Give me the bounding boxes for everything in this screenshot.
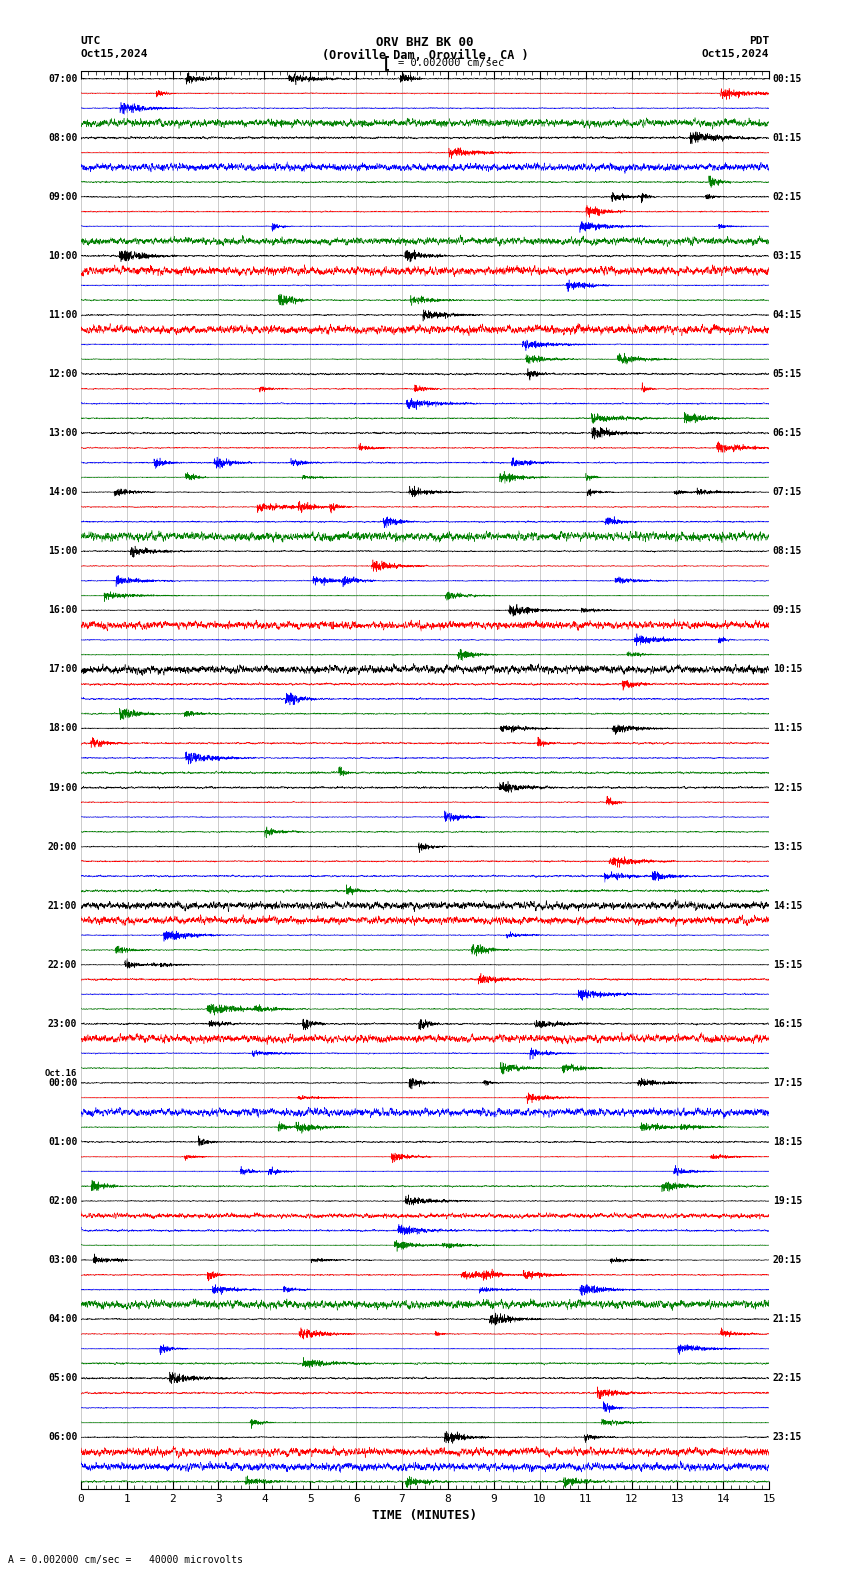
Text: 22:00: 22:00	[48, 960, 77, 969]
Text: 18:15: 18:15	[773, 1137, 802, 1147]
Text: 04:00: 04:00	[48, 1315, 77, 1324]
Text: 06:15: 06:15	[773, 428, 802, 439]
Text: PDT: PDT	[749, 35, 769, 46]
Text: ORV BHZ BK 00: ORV BHZ BK 00	[377, 35, 473, 49]
Text: Oct15,2024: Oct15,2024	[702, 49, 769, 59]
Text: (Oroville Dam, Oroville, CA ): (Oroville Dam, Oroville, CA )	[321, 49, 529, 62]
Text: 20:15: 20:15	[773, 1255, 802, 1266]
Text: 01:15: 01:15	[773, 133, 802, 143]
Text: A = 0.002000 cm/sec =   40000 microvolts: A = 0.002000 cm/sec = 40000 microvolts	[8, 1555, 243, 1565]
Text: 08:15: 08:15	[773, 546, 802, 556]
Text: Oct15,2024: Oct15,2024	[81, 49, 148, 59]
Text: 00:15: 00:15	[773, 74, 802, 84]
Text: 10:15: 10:15	[773, 664, 802, 675]
Text: 22:15: 22:15	[773, 1373, 802, 1383]
Text: 03:15: 03:15	[773, 250, 802, 261]
Text: 07:00: 07:00	[48, 74, 77, 84]
Text: 18:00: 18:00	[48, 724, 77, 733]
Text: 03:00: 03:00	[48, 1255, 77, 1266]
Text: 15:00: 15:00	[48, 546, 77, 556]
Text: 16:00: 16:00	[48, 605, 77, 615]
Text: 21:00: 21:00	[48, 901, 77, 911]
Text: 05:00: 05:00	[48, 1373, 77, 1383]
Text: Oct.16: Oct.16	[45, 1069, 77, 1079]
Text: 07:15: 07:15	[773, 488, 802, 497]
Text: 11:15: 11:15	[773, 724, 802, 733]
Text: 20:00: 20:00	[48, 841, 77, 852]
Text: 21:15: 21:15	[773, 1315, 802, 1324]
Text: 19:00: 19:00	[48, 782, 77, 792]
Text: 11:00: 11:00	[48, 310, 77, 320]
Text: 13:00: 13:00	[48, 428, 77, 439]
Text: 09:15: 09:15	[773, 605, 802, 615]
Text: 23:00: 23:00	[48, 1019, 77, 1028]
Text: 02:15: 02:15	[773, 192, 802, 201]
Text: 04:15: 04:15	[773, 310, 802, 320]
Text: [: [	[382, 55, 391, 70]
Text: 19:15: 19:15	[773, 1196, 802, 1205]
Text: 14:15: 14:15	[773, 901, 802, 911]
Text: = 0.002000 cm/sec: = 0.002000 cm/sec	[398, 57, 504, 68]
Text: 01:00: 01:00	[48, 1137, 77, 1147]
Text: 12:15: 12:15	[773, 782, 802, 792]
Text: 17:00: 17:00	[48, 664, 77, 675]
Text: 06:00: 06:00	[48, 1432, 77, 1443]
Text: 12:00: 12:00	[48, 369, 77, 379]
Text: 05:15: 05:15	[773, 369, 802, 379]
Text: 15:15: 15:15	[773, 960, 802, 969]
Text: 17:15: 17:15	[773, 1077, 802, 1088]
Text: 02:00: 02:00	[48, 1196, 77, 1205]
Text: 16:15: 16:15	[773, 1019, 802, 1028]
Text: 09:00: 09:00	[48, 192, 77, 201]
Text: 00:00: 00:00	[48, 1077, 77, 1088]
X-axis label: TIME (MINUTES): TIME (MINUTES)	[372, 1510, 478, 1522]
Text: 14:00: 14:00	[48, 488, 77, 497]
Text: 08:00: 08:00	[48, 133, 77, 143]
Text: 10:00: 10:00	[48, 250, 77, 261]
Text: 23:15: 23:15	[773, 1432, 802, 1443]
Text: 13:15: 13:15	[773, 841, 802, 852]
Text: UTC: UTC	[81, 35, 101, 46]
